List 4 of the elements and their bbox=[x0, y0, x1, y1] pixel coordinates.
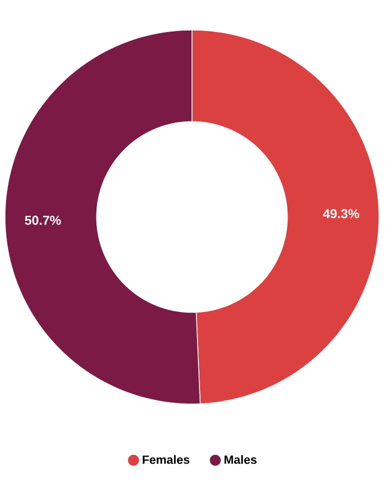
data-label: 49.3% bbox=[322, 209, 360, 218]
data-label: 50.7% bbox=[24, 216, 61, 225]
legend-label: Females bbox=[142, 455, 190, 464]
legend-label: Males bbox=[224, 455, 257, 464]
